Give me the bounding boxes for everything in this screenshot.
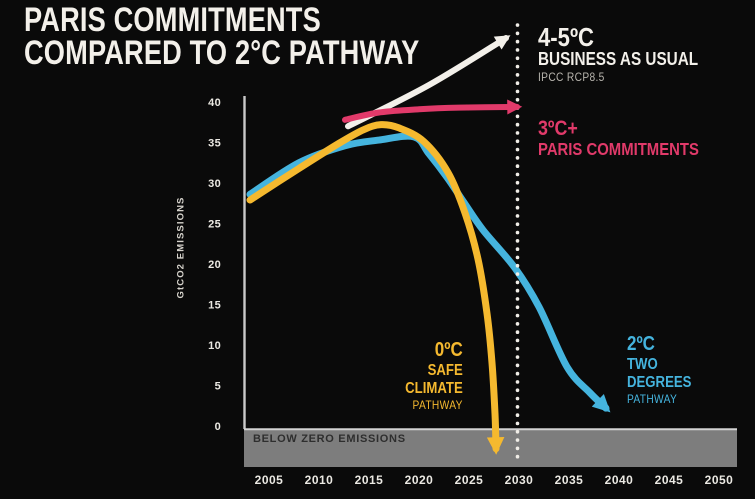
- x-tick-label: 2010: [305, 473, 334, 487]
- x-tick-label: 2050: [705, 473, 734, 487]
- y-tick-label: 30: [208, 178, 221, 190]
- bau-source: IPCC RCP8.5: [538, 70, 605, 84]
- paris-name: PARIS COMMITMENTS: [538, 139, 699, 159]
- label-two-degrees-pathway: 2ºC TWO DEGREES PATHWAY: [627, 333, 691, 408]
- y-tick-label: 35: [208, 138, 221, 150]
- x-tick-label: 2030: [505, 473, 534, 487]
- x-tick-label: 2015: [355, 473, 384, 487]
- x-tick-label: 2040: [605, 473, 634, 487]
- safe-line-1: SAFE: [427, 362, 463, 379]
- y-tick-label: 15: [208, 300, 221, 312]
- y-axis-label: GtCO2 EMISSIONS: [175, 196, 187, 299]
- bau-temperature: 4-5ºC: [538, 22, 594, 52]
- label-safe-climate-pathway: 0ºC SAFE CLIMATE PATHWAY: [405, 339, 463, 414]
- y-tick-label: 40: [208, 97, 221, 109]
- x-tick-label: 2045: [655, 473, 684, 487]
- y-tick-label: 20: [208, 259, 221, 271]
- x-tick-label: 2005: [255, 473, 284, 487]
- title-line-1: PARIS COMMITMENTS: [24, 1, 321, 39]
- y-tick-label: 10: [208, 340, 221, 352]
- page-title: PARIS COMMITMENTS COMPARED TO 2°C PATHWA…: [24, 1, 420, 72]
- below-zero-emissions-label: BELOW ZERO EMISSIONS: [253, 433, 406, 445]
- two-line-1: TWO: [627, 356, 658, 373]
- series-line-safe: [246, 121, 505, 455]
- y-tick-label: 25: [208, 219, 221, 231]
- paris-temperature: 3ºC+: [538, 117, 578, 140]
- y-tick-label: 0: [215, 421, 221, 433]
- x-tick-label: 2025: [455, 473, 484, 487]
- safe-temperature: 0ºC: [435, 339, 463, 361]
- two-line-3: PATHWAY: [627, 392, 678, 406]
- two-line-2: DEGREES: [627, 373, 692, 391]
- safe-line-3: PATHWAY: [412, 398, 463, 412]
- x-tick-label: 2020: [405, 473, 434, 487]
- label-paris-commitments: 3ºC+ PARIS COMMITMENTS: [538, 117, 699, 159]
- x-tick-label: 2035: [555, 473, 584, 487]
- y-tick-label: 5: [215, 381, 221, 393]
- bau-name: BUSINESS AS USUAL: [538, 49, 699, 69]
- two-temperature: 2ºC: [627, 333, 655, 355]
- series-line-paris: [342, 99, 523, 123]
- label-business-as-usual: 4-5ºC BUSINESS AS USUAL IPCC RCP8.5: [538, 24, 698, 85]
- safe-line-2: CLIMATE: [405, 379, 463, 397]
- title-line-2: COMPARED TO 2°C PATHWAY: [24, 34, 420, 72]
